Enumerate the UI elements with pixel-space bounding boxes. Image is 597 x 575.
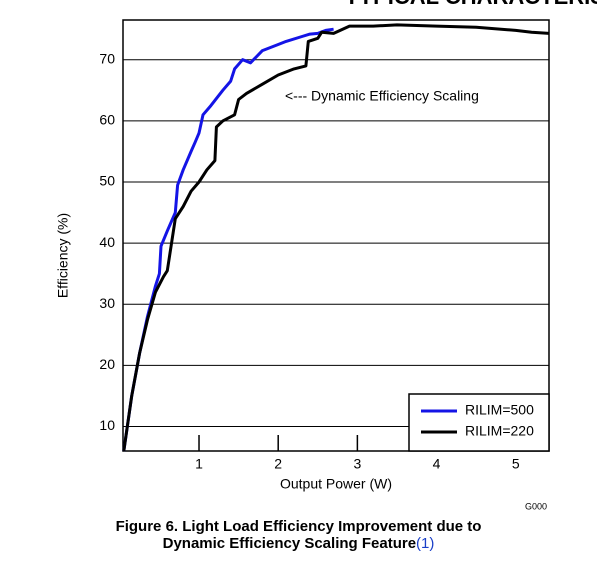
y-tick-label: 50 [99,173,115,189]
y-tick-label: 10 [99,417,115,433]
footnote-link[interactable]: (1) [416,535,435,552]
y-tick-label: 20 [99,356,115,372]
x-tick-label: 4 [433,456,441,472]
y-tick-label: 40 [99,234,115,250]
caption-line: Figure 6. Light Load Efficiency Improvem… [115,518,482,535]
figure-code: G000 [525,501,547,510]
series-line [122,27,334,452]
annotation: <--- Dynamic Efficiency Scaling [285,88,479,104]
y-tick-label: 30 [99,295,115,311]
y-tick-label: 70 [99,50,115,66]
y-tick-label: 60 [99,112,115,128]
x-tick-label: 1 [195,456,203,472]
caption-line: Dynamic Efficiency Scaling Feature(1) [0,535,597,552]
chart: TYPICAL CHARACTERISTICS G000 10 20 30 40 50 6… [55,0,597,510]
legend-box [408,393,550,452]
caption-text: Dynamic Efficiency Scaling Feature [162,535,417,552]
caption: Figure 6. Light Load Efficiency Improvem… [0,518,597,552]
y-axis-label: Efficiency (%) [55,213,71,298]
legend-label: RILIM=500 [465,402,534,418]
x-axis-label: Output Power (W) [280,476,392,492]
header: TYPICAL CHARACTERISTICS [345,0,597,9]
x-tick-label: 5 [512,456,520,472]
x-tick-label: 3 [353,456,361,472]
series-line [122,23,550,452]
plot-frame [122,19,550,452]
x-tick-label: 2 [274,456,282,472]
legend-label: RILIM=220 [465,423,534,439]
